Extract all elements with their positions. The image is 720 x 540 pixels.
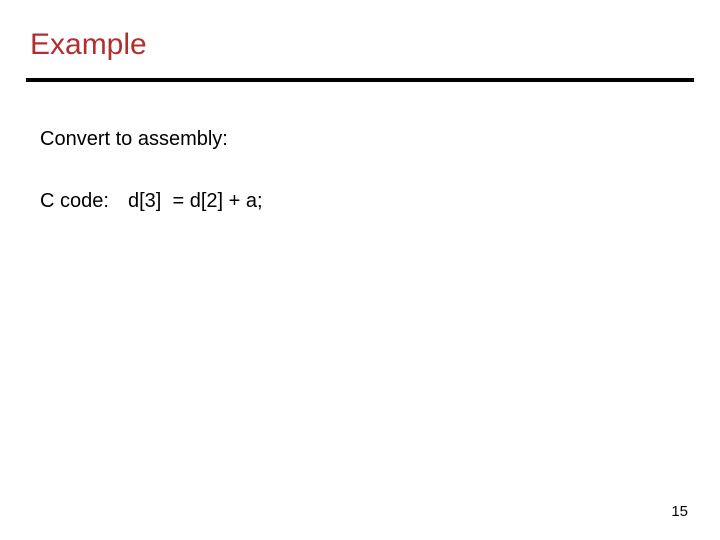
- page-number: 15: [671, 503, 688, 520]
- slide-title: Example: [30, 28, 147, 62]
- slide: Example Convert to assembly: C code: d[3…: [0, 0, 720, 540]
- title-rule: [26, 78, 694, 82]
- body-line-1: Convert to assembly:: [40, 128, 228, 151]
- body-line-2-code: d[3] = d[2] + a;: [128, 190, 263, 213]
- body-line-2-label: C code:: [40, 190, 109, 213]
